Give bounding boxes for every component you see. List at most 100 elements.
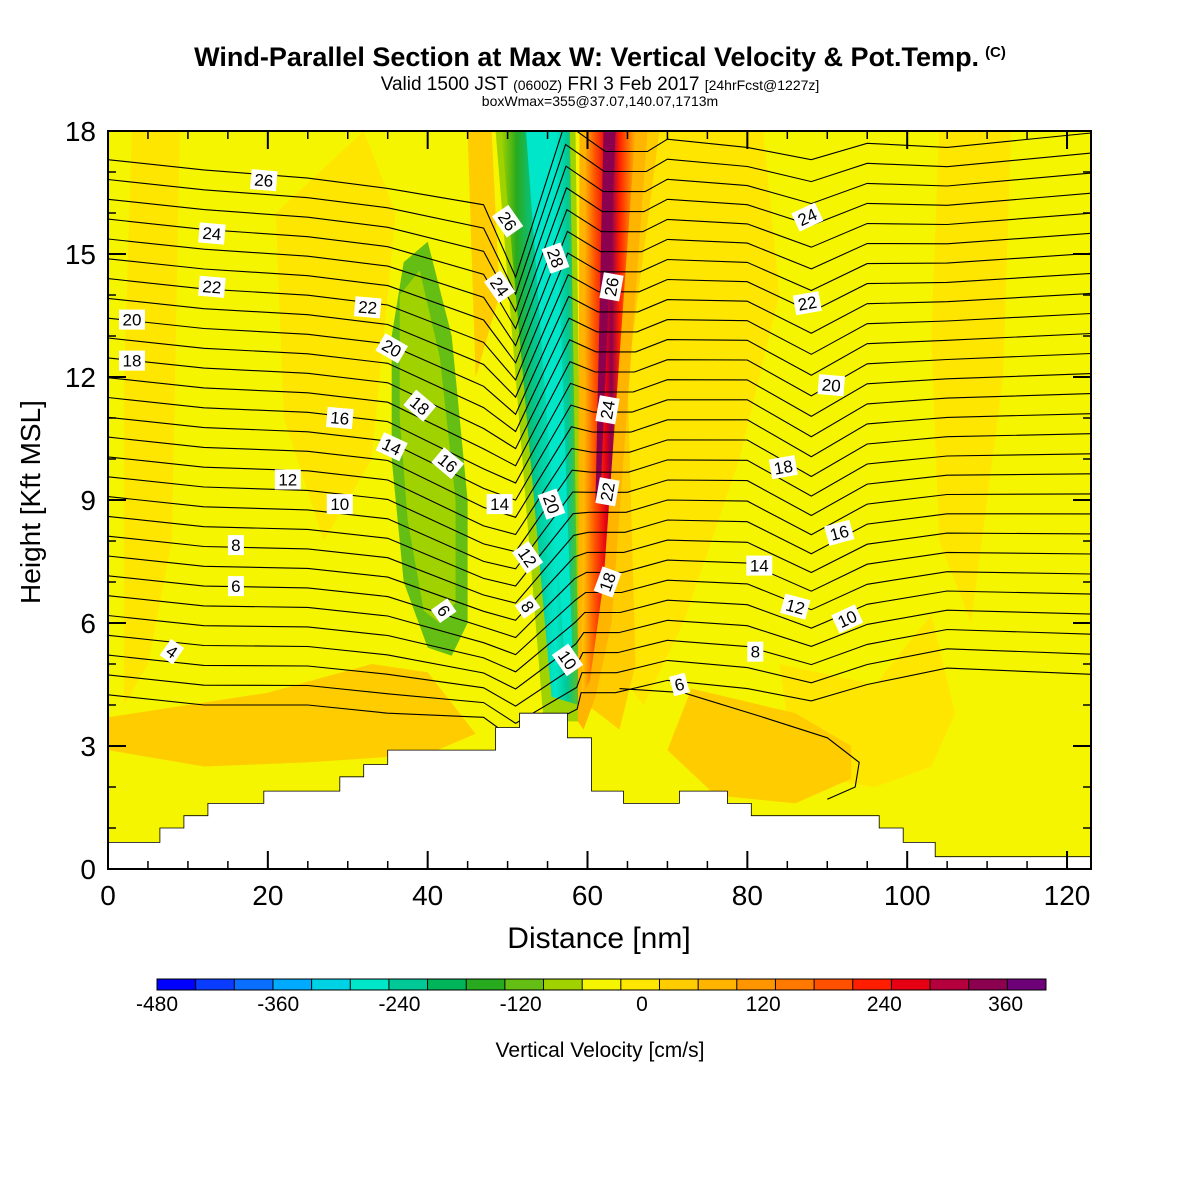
- axes: 0 20 40 60 80 100 120 0 3 6 9 12 15 18: [65, 116, 1091, 911]
- contour-label-box: [551, 643, 584, 677]
- contour-label-box: [274, 469, 301, 490]
- contour-label: 22: [198, 275, 226, 298]
- vv-region-5: [108, 664, 476, 767]
- contour-label-box: [824, 519, 855, 546]
- contour-label-box: [249, 169, 278, 192]
- contour-label: 16: [325, 406, 354, 430]
- vv-region-7: [467, 131, 500, 377]
- colorbar-tick-label: -240: [378, 993, 420, 1016]
- theta-contour-line: [108, 292, 1091, 416]
- contour-label: 20: [537, 488, 566, 520]
- plot-area: 26 24 22 22 20 20 18 18 16 16 14 14 12 10 8 6 6 4 26 28 24 20…: [107, 130, 1092, 870]
- contour-label: 20: [817, 374, 846, 397]
- contour-label-box: [325, 406, 354, 430]
- colorbar-swatch: [736, 979, 776, 990]
- y-tick-label: 12: [65, 362, 96, 393]
- contour-label-box: [792, 291, 822, 316]
- contour-label-box: [599, 272, 624, 302]
- contour-label: 26: [599, 272, 624, 302]
- colorbar-swatch: [775, 979, 815, 990]
- x-tick-label: 60: [572, 880, 603, 911]
- colorbar-frame: [156, 978, 1047, 991]
- colorbar-swatch: [543, 979, 583, 990]
- y-tick-label: 9: [80, 485, 96, 516]
- contour-label-text: 22: [202, 277, 223, 298]
- vv-region-2: [611, 131, 780, 705]
- contour-label-box: [227, 576, 244, 597]
- theta-contour-line: [108, 143, 1091, 296]
- colorbar-swatch: [814, 979, 854, 990]
- colorbar-swatch: [891, 979, 931, 990]
- contour-label: 14: [375, 432, 408, 462]
- contour-label-box: [159, 638, 185, 665]
- theta-contour-line: [108, 230, 1091, 364]
- contour-label: 6: [669, 672, 690, 697]
- contour-label: 12: [274, 469, 301, 490]
- contour-label-text: 22: [357, 298, 378, 319]
- contour-label-text: 22: [597, 481, 619, 503]
- colorbar-tick-label: 360: [988, 993, 1023, 1016]
- chart-subtitle-box-wmax: boxWmax=355@37.07,140.07,1713m: [481, 93, 719, 109]
- theta-contour-line: [108, 352, 1091, 467]
- theta-contour-line: [108, 609, 1091, 690]
- contour-label-text: 12: [784, 595, 807, 618]
- colorbar-swatch: [1007, 979, 1047, 990]
- contour-label-box: [198, 222, 226, 245]
- colorbar-tick-label: 240: [867, 993, 902, 1016]
- x-tick-label: 100: [884, 880, 931, 911]
- contour-label-text: 26: [254, 170, 275, 191]
- contour-label-box: [486, 494, 513, 515]
- contour-label-box: [595, 395, 620, 425]
- contour-label-text: 20: [821, 375, 842, 396]
- contour-label: 14: [486, 494, 513, 515]
- theta-contour-line: [108, 131, 1091, 279]
- contour-label-box: [669, 672, 690, 697]
- contour-label-box: [483, 270, 516, 304]
- contour-label: 10: [326, 494, 353, 515]
- contour-label-box: [747, 641, 764, 662]
- colorbar-tick-label: 120: [746, 993, 781, 1016]
- contour-label-text: 10: [330, 495, 349, 514]
- y-axis-label: Height [Kft MSL]: [15, 400, 46, 604]
- contour-label-text: 14: [750, 557, 769, 576]
- contour-label: 8: [514, 594, 541, 619]
- vv-region-0: [124, 131, 180, 705]
- colorbar-swatch: [157, 979, 197, 990]
- theta-contour-line: [108, 187, 1091, 330]
- chart-title: Wind-Parallel Section at Max W: Vertical…: [194, 42, 1006, 72]
- y-tick-label: 6: [80, 608, 96, 639]
- contour-label: 22: [792, 291, 822, 316]
- contour-label: 26: [249, 169, 278, 192]
- theta-contour-line: [108, 208, 1091, 347]
- contour-label-box: [198, 275, 226, 298]
- theta-contour-line: [108, 433, 1091, 536]
- contour-label-box: [831, 604, 864, 634]
- contour-label-text: 16: [828, 522, 851, 545]
- contour-label-text: 24: [202, 224, 223, 245]
- terrain: [107, 712, 1092, 870]
- colorbar-tick-label: -480: [136, 993, 178, 1016]
- contour-label: 4: [159, 638, 185, 665]
- contour-label-text: 18: [772, 457, 794, 479]
- theta-contour-line: [108, 453, 1091, 553]
- contour-label-text: 26: [601, 276, 623, 298]
- contour-label-text: 8: [231, 536, 240, 555]
- colorbar-swatch: [195, 979, 235, 990]
- vv-region-6: [667, 688, 852, 804]
- colorbar-label: Vertical Velocity [cm/s]: [496, 1039, 705, 1062]
- colorbar-swatch: [350, 979, 390, 990]
- contour-label-text: 24: [597, 399, 619, 421]
- colorbar-tick-label: 0: [636, 993, 648, 1016]
- contour-label-box: [119, 309, 145, 330]
- contour-label-box: [817, 374, 846, 397]
- x-tick-label: 120: [1044, 880, 1091, 911]
- theta-contour-line: [108, 648, 1091, 724]
- contour-label-box: [593, 566, 622, 598]
- x-tick-label: 0: [100, 880, 116, 911]
- colorbar-swatch: [504, 979, 545, 990]
- contour-label: 18: [768, 455, 798, 480]
- y-tick-label: 18: [65, 116, 96, 147]
- terrain-surface: [107, 712, 1092, 870]
- chart-subtitle-valid-time: Valid 1500 JST (0600Z) FRI 3 Feb 2017 [2…: [380, 74, 820, 95]
